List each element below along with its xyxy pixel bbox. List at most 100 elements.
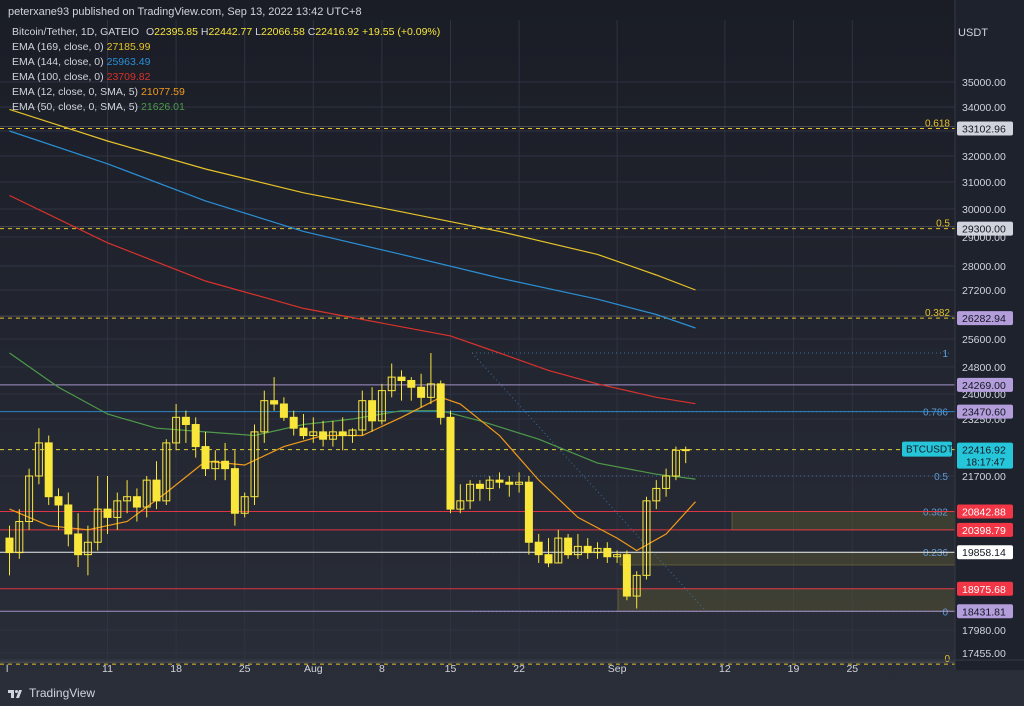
- close-label: C: [307, 26, 316, 38]
- candle: [181, 410, 190, 443]
- publisher-line: peterxane93 published on TradingView.com…: [8, 6, 362, 18]
- candle: [74, 513, 83, 568]
- indicator-label: EMA (144, close, 0): [12, 56, 104, 68]
- indicator-value: 21626.01: [141, 101, 185, 113]
- candle: [93, 476, 102, 551]
- indicator-row[interactable]: EMA (100, close, 0) 23709.82: [12, 70, 440, 85]
- price-badge-label: 20842.88: [962, 506, 1006, 518]
- candle-body: [328, 431, 337, 440]
- price-badge-label: 26282.94: [962, 313, 1006, 325]
- candle-body: [622, 554, 631, 597]
- fib-retracement-label: 1: [942, 349, 948, 360]
- fib-ratio-label: 0.618: [925, 119, 950, 130]
- candle-body: [417, 386, 426, 398]
- price-badge: [957, 377, 1013, 392]
- x-tick-label: 25: [239, 663, 251, 675]
- symbol-name: Bitcoin/Tether, 1D, GATEIO: [12, 26, 140, 38]
- candle: [172, 404, 181, 451]
- candle: [593, 542, 602, 559]
- open-value: 22395.85: [154, 26, 198, 38]
- candle: [495, 472, 504, 489]
- candle: [309, 417, 318, 443]
- candle-body: [338, 431, 347, 437]
- price-badge-label: 29300.00: [962, 224, 1006, 236]
- candle-body: [642, 500, 651, 576]
- candle: [622, 550, 631, 601]
- y-tick-label: 21700.00: [962, 471, 1006, 483]
- candle: [681, 446, 690, 464]
- y-tick-label: 27200.00: [962, 285, 1006, 297]
- candle: [328, 420, 337, 447]
- candle: [142, 476, 151, 518]
- candle: [221, 442, 230, 481]
- candle-body: [377, 390, 386, 422]
- candle: [466, 480, 475, 510]
- support-zone-lower: [617, 588, 956, 612]
- candle-body: [426, 383, 435, 398]
- candle: [505, 476, 514, 497]
- candle: [260, 390, 269, 443]
- candle: [642, 496, 651, 580]
- candle: [662, 468, 671, 497]
- indicator-value: 27185.99: [106, 41, 151, 53]
- symbol-badge-label: BTCUSDT: [906, 445, 953, 456]
- candle: [15, 509, 24, 559]
- open-label: O: [145, 26, 155, 38]
- price-badge: [957, 604, 1013, 619]
- y-tick-label: 31000.00: [962, 177, 1006, 189]
- ema-line: [9, 396, 696, 552]
- candle: [613, 550, 622, 563]
- x-tick-label: 8: [379, 663, 385, 675]
- indicator-row[interactable]: EMA (169, close, 0) 27185.99: [12, 40, 440, 55]
- symbol-line: Bitcoin/Tether, 1D, GATEIO O22395.85 H22…: [12, 25, 440, 40]
- candle-body: [15, 521, 24, 554]
- candle: [54, 488, 63, 530]
- candle: [44, 435, 53, 505]
- tradingview-logo-icon: [8, 690, 22, 698]
- candle: [299, 414, 308, 440]
- candle-body: [221, 460, 230, 470]
- indicator-row[interactable]: EMA (12, close, 0, SMA, 5) 21077.59: [12, 85, 440, 100]
- y-tick-label: 34000.00: [962, 102, 1006, 114]
- indicator-value: 25963.49: [106, 56, 151, 68]
- candle-body: [299, 427, 308, 437]
- price-badge: [957, 311, 1013, 326]
- indicator-row[interactable]: EMA (144, close, 0) 25963.49: [12, 55, 440, 70]
- candle-body: [554, 537, 563, 564]
- legend: Bitcoin/Tether, 1D, GATEIO O22395.85 H22…: [12, 25, 440, 115]
- candle: [132, 488, 141, 522]
- candle-body: [142, 479, 151, 508]
- candle-body: [573, 545, 582, 556]
- y-tick-label: 32000.00: [962, 151, 1006, 163]
- candle-body: [358, 400, 367, 431]
- candle-body: [524, 481, 533, 543]
- candle: [524, 476, 533, 555]
- candle: [34, 428, 43, 485]
- candle: [544, 538, 553, 568]
- price-badge: [957, 545, 1013, 560]
- fib-ratio-label: 0.382: [925, 308, 950, 319]
- y-tick-label: 35000.00: [962, 77, 1006, 89]
- candle: [83, 525, 92, 576]
- x-tick-label: Sep: [608, 663, 627, 675]
- candle: [515, 472, 524, 493]
- indicator-label: EMA (50, close, 0, SMA, 5): [12, 101, 139, 113]
- candle: [64, 492, 73, 547]
- price-badge: [957, 522, 1013, 537]
- candle: [211, 450, 220, 481]
- candle-body: [593, 547, 602, 554]
- candle: [417, 373, 426, 408]
- indicator-row[interactable]: EMA (50, close, 0, SMA, 5) 21626.01: [12, 100, 440, 115]
- x-tick-label: Aug: [304, 663, 323, 675]
- price-badge: [957, 581, 1013, 596]
- x-tick-label: 25: [846, 663, 858, 675]
- fib-retracement-label: 0.382: [923, 507, 948, 518]
- candle-body: [201, 446, 210, 470]
- fib-retracement-label: 0.5: [934, 472, 948, 483]
- candle-body: [495, 479, 504, 483]
- candle: [456, 484, 465, 514]
- x-tick-label: 19: [788, 663, 800, 675]
- candle-body: [240, 496, 249, 514]
- candle-body: [681, 449, 690, 452]
